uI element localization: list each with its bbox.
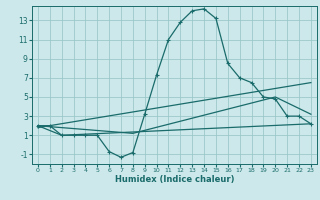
X-axis label: Humidex (Indice chaleur): Humidex (Indice chaleur) (115, 175, 234, 184)
